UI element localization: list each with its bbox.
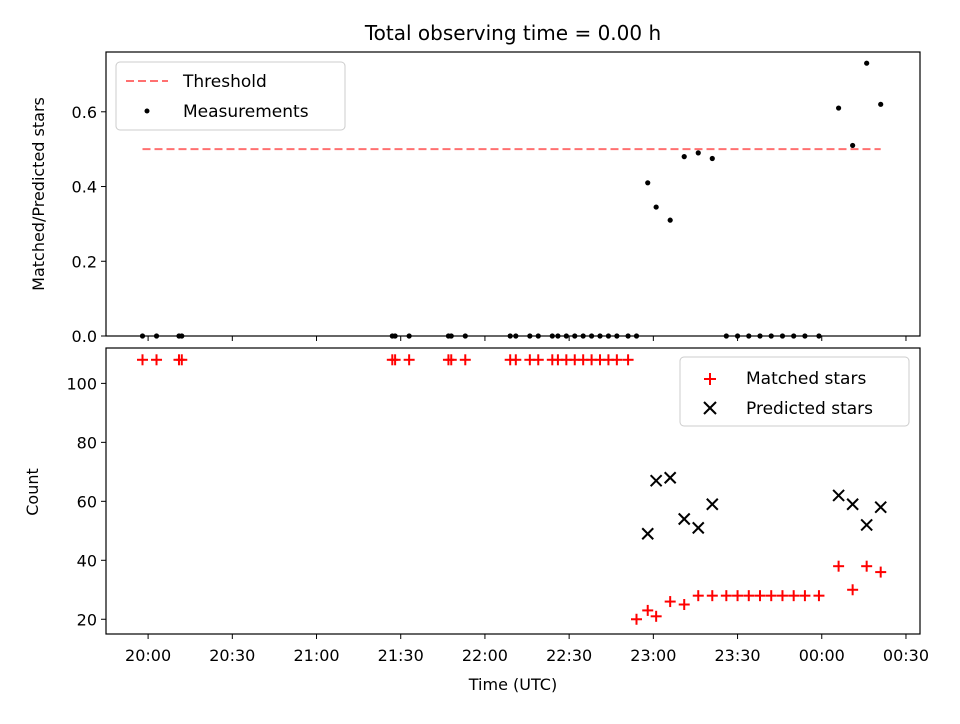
predicted-stars-point [641, 527, 654, 540]
legend-measurements-label: Measurements [183, 102, 309, 122]
matched-stars-point [622, 354, 634, 366]
top-panel: Total observing time = 0.00 h Matched/Pr… [29, 21, 921, 346]
x-tick-label: 00:00 [799, 646, 845, 665]
matched-stars-point [765, 590, 777, 602]
top-panel-marks [139, 60, 884, 339]
predicted-stars-point [860, 518, 873, 532]
legend-predicted-swatch [703, 401, 717, 415]
measurement-point [653, 204, 659, 210]
matched-stars-point [642, 604, 654, 616]
predicted-stars-point [649, 474, 663, 487]
matched-stars-point [706, 590, 718, 602]
x-tick-label: 21:00 [293, 646, 339, 665]
matched-stars-point [389, 354, 401, 366]
predicted-stars-point [706, 498, 719, 511]
top-panel-legend-box [115, 61, 346, 131]
x-tick-label: 22:30 [546, 646, 592, 665]
top-panel-legend: Threshold Measurements [115, 61, 346, 131]
bottom-panel: Count Time (UTC) 20 40 60 80 100 20:00 20:30 21… [23, 347, 929, 694]
matched-stars-point [445, 354, 457, 366]
matched-stars-point [833, 560, 845, 572]
y-tick-label: 60 [77, 492, 97, 511]
matched-stars-point [847, 584, 859, 596]
measurement-point [836, 105, 842, 111]
y-tick-label: 0.4 [72, 178, 97, 197]
x-tick-label: 00:30 [883, 646, 929, 665]
matched-stars-point [732, 590, 744, 602]
bottom-panel-legend: Matched stars Predicted stars [679, 356, 910, 427]
y-tick-label: 0.6 [72, 103, 97, 122]
measurement-point [695, 150, 701, 156]
y-tick-label: 100 [66, 374, 97, 393]
y-tick-label: 80 [77, 433, 97, 452]
matched-stars-point [799, 590, 811, 602]
bottom-panel-legend-box [679, 356, 910, 427]
measurement-point [645, 180, 651, 186]
matched-stars-point [650, 610, 662, 622]
legend-measurements-swatch [144, 108, 150, 114]
matched-stars-point [151, 354, 163, 366]
legend-matched-swatch [704, 373, 716, 385]
matched-stars-point [176, 354, 188, 366]
predicted-stars-point [663, 471, 677, 484]
bottom-panel-ylabel: Count [23, 468, 42, 516]
matched-stars-point [403, 354, 415, 366]
x-tick-label: 23:00 [630, 646, 676, 665]
matched-stars-point [510, 354, 522, 366]
top-panel-frame [105, 51, 921, 337]
top-panel-ylabel: Matched/Predicted stars [29, 97, 48, 291]
x-tick-label: 20:30 [209, 646, 255, 665]
x-tick-label: 22:00 [462, 646, 508, 665]
x-tick-label: 23:30 [714, 646, 760, 665]
measurement-point [709, 155, 715, 162]
y-tick-label: 0.0 [72, 327, 97, 346]
measurement-point [878, 101, 884, 107]
predicted-stars-point [832, 489, 845, 502]
matched-stars-point [875, 566, 887, 578]
matched-stars-point [664, 596, 676, 608]
matched-stars-point [631, 613, 643, 625]
predicted-stars-point [846, 498, 859, 511]
matched-stars-point [692, 590, 704, 602]
measurement-point [850, 142, 856, 149]
bottom-panel-frame [105, 347, 921, 635]
measurement-point [864, 60, 870, 66]
matched-stars-point [861, 560, 873, 572]
x-tick-label: 21:30 [378, 646, 424, 665]
matched-stars-point [532, 354, 544, 366]
matched-stars-point [743, 590, 755, 602]
bottom-panel-xlabel: Time (UTC) [468, 675, 557, 694]
predicted-stars-point [874, 501, 887, 514]
top-panel-ticks: 0.0 0.2 0.4 0.6 [72, 103, 907, 346]
matched-stars-point [678, 599, 690, 611]
matched-stars-point [459, 354, 471, 366]
predicted-stars-point [678, 512, 691, 526]
matched-stars-point [136, 354, 148, 366]
bottom-panel-marks [136, 354, 887, 625]
matched-stars-point [611, 354, 623, 366]
legend-predicted-label: Predicted stars [746, 399, 873, 419]
bottom-panel-ticks: 20 40 60 80 100 20:00 20:30 21:00 21:30 22:00 22:3… [66, 374, 929, 665]
matched-stars-point [788, 590, 800, 602]
legend-threshold-label: Threshold [182, 72, 267, 92]
matched-stars-point [720, 590, 732, 602]
matched-stars-point [776, 590, 788, 602]
measurement-point [681, 154, 687, 160]
measurement-point [667, 217, 673, 223]
y-tick-label: 20 [77, 610, 97, 629]
y-tick-label: 40 [77, 551, 97, 570]
y-tick-label: 0.2 [72, 252, 97, 271]
matched-stars-point [813, 590, 825, 602]
matched-stars-point [754, 590, 766, 602]
predicted-stars-point [692, 521, 705, 535]
x-tick-label: 20:00 [125, 646, 171, 665]
top-panel-title: Total observing time = 0.00 h [364, 21, 661, 45]
legend-matched-label: Matched stars [746, 369, 866, 389]
